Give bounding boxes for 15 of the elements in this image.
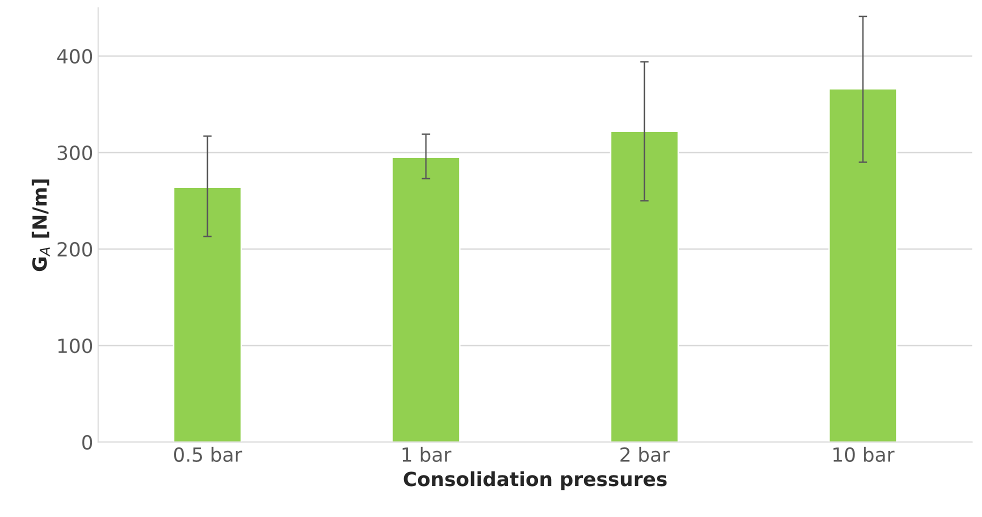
y-tick-label: 400 — [57, 48, 92, 64]
bar — [172, 186, 242, 442]
bar — [610, 130, 679, 442]
y-tick-label: 0 — [82, 434, 92, 450]
x-tick-label: 2 bar — [620, 446, 670, 462]
x-tick-label: 0.5 bar — [174, 446, 242, 462]
y-tick-label: 300 — [58, 145, 92, 160]
x-tick-label: 1 bar — [402, 446, 452, 462]
y-tick-label: 100 — [58, 338, 92, 354]
y-tick-label: 200 — [58, 242, 92, 257]
bar — [391, 156, 461, 442]
y-axis-title: G$_{A}$ [N/m] — [32, 180, 50, 272]
x-tick-label: 10 bar — [833, 446, 895, 462]
bar — [828, 88, 898, 442]
x-axis-title: Consolidation pressures — [404, 471, 667, 490]
